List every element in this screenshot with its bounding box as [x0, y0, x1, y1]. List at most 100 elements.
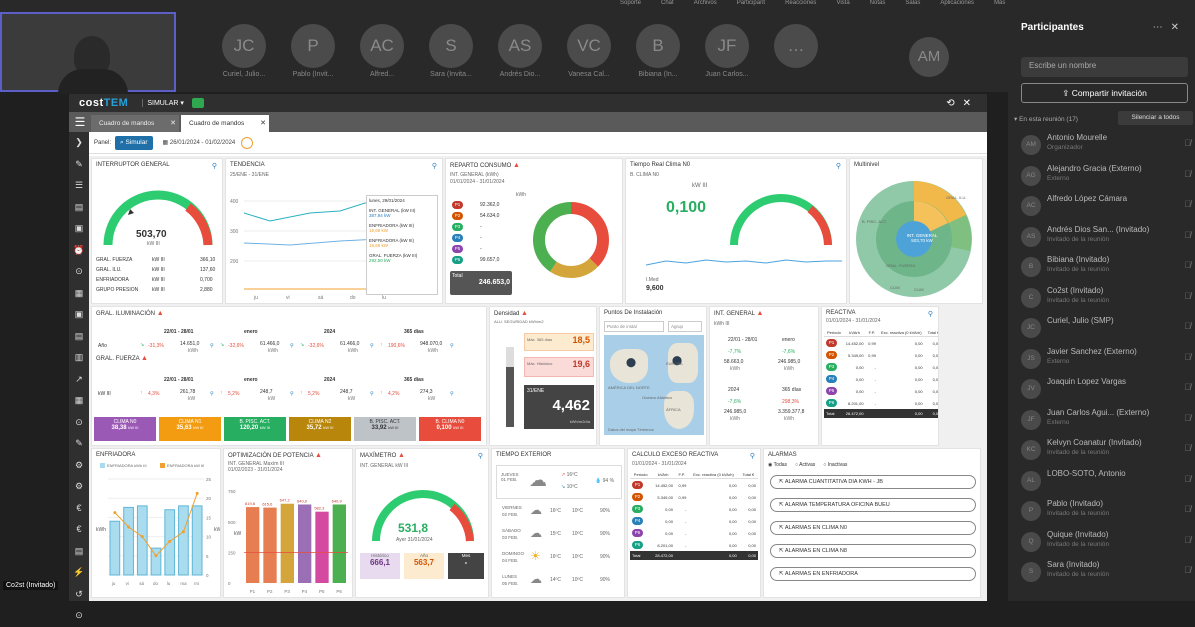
participant-tile[interactable]: AS Andrés Dio...	[481, 24, 559, 78]
search-icon[interactable]: ⚲	[370, 391, 374, 397]
participant-tile[interactable]: VC Vanesa Cal...	[550, 24, 628, 78]
sidebar-nav-icon[interactable]: ▤	[74, 545, 84, 556]
mic-off-icon[interactable]: 🎙̸	[1184, 260, 1191, 270]
map-pin-icon[interactable]: ⬤	[672, 355, 683, 365]
bar[interactable]	[191, 505, 203, 576]
map-pin-icon[interactable]: ⬤	[626, 357, 637, 367]
sidebar-nav-icon[interactable]: ✎	[75, 438, 83, 448]
top-menu-item[interactable]: Chat	[661, 0, 674, 6]
search-icon[interactable]: ⚲	[749, 453, 755, 460]
participant-tile[interactable]: P Pablo (Invit...	[274, 24, 352, 78]
panel-controls[interactable]: ⋯✕	[1152, 22, 1187, 33]
bar[interactable]	[263, 507, 277, 583]
participant-row[interactable]: AC Alfredo López Cámara 🎙̸	[1021, 192, 1191, 222]
alarm-filter-radio[interactable]: ○	[823, 462, 828, 468]
sidebar-nav-icon[interactable]: ▤	[74, 201, 84, 212]
search-icon[interactable]: ⚲	[210, 391, 214, 397]
alarm-item[interactable]: ⇱ ALARMAS EN ENFRIADORA	[770, 567, 976, 581]
sidebar-nav-icon[interactable]: ⊙	[75, 416, 83, 427]
mic-off-icon[interactable]: 🎙̸	[1184, 504, 1191, 514]
alarm-item[interactable]: ⇱ ALARMA CUANTITATIVA DIA KWH - JB	[770, 475, 976, 489]
participant-row[interactable]: JS Javier Sanchez (Externo) Externo 🎙̸	[1021, 345, 1191, 375]
search-icon[interactable]: ⚲	[450, 391, 454, 397]
top-menu-item[interactable]: Participant	[736, 0, 766, 6]
sidebar-nav-icon[interactable]: ▣	[74, 223, 84, 233]
sidebar-nav-icon[interactable]: ▦	[74, 287, 84, 298]
mic-off-icon[interactable]: 🎙̸	[1184, 443, 1191, 453]
mic-off-icon[interactable]: 🎙̸	[1184, 168, 1191, 179]
top-menu-item[interactable]: Soporte	[620, 0, 642, 6]
participant-row[interactable]: S Sara (Invitado) Invitado de la reunión 🎙̸	[1021, 558, 1191, 588]
participant-row[interactable]: AS Andrés Dios San... (Invitado) Invitado …	[1021, 223, 1191, 253]
alarm-item[interactable]: ⇱ ALARMAS EN CLIMA N0	[770, 521, 976, 535]
window-controls[interactable]: ⟲✕	[946, 97, 979, 109]
sidebar-nav-icon[interactable]: ▥	[74, 352, 84, 362]
search-icon[interactable]: ⚲	[477, 453, 483, 460]
participant-tile[interactable]: B Bibiana (In...	[619, 24, 697, 78]
group-select[interactable]: Agrup	[668, 321, 702, 332]
search-icon[interactable]: ⚲	[927, 311, 933, 318]
kpi-box[interactable]: CLIMA N2 35,72 kW III	[289, 417, 351, 441]
in-meeting-section[interactable]: ▾ En esta reunión (17)	[1014, 116, 1078, 123]
top-menu-item[interactable]: Archivos	[693, 0, 717, 6]
mic-off-icon[interactable]: 🎙̸	[1184, 382, 1191, 392]
kpi-box[interactable]: CLIMA N0 38,38 kW III	[94, 417, 156, 441]
enfriadora-chart[interactable]: 25 20 15 10 5 0 ju vi sá do lu ma mi kWh kW	[94, 471, 220, 597]
sidebar-nav-icon[interactable]: ▣	[74, 309, 84, 319]
search-icon[interactable]: ⚲	[431, 163, 437, 170]
line-point[interactable]	[181, 530, 185, 534]
search-icon[interactable]: ⚲	[835, 163, 841, 170]
kpi-box[interactable]: B. PISC. ACT. 33,92 kW III	[354, 417, 416, 441]
participant-tile[interactable]: JC Curiel, Julio...	[205, 24, 283, 78]
close-icon[interactable]: ✕	[260, 120, 266, 127]
trend-chart[interactable]: 400 300 200 ju vi sá do lu	[230, 183, 438, 301]
point-search-input[interactable]: Punto de instal	[604, 321, 664, 332]
participant-row[interactable]: AL LOBO-SOTO, Antonio 🎙̸	[1021, 467, 1191, 497]
alarm-item[interactable]: ⇱ ALARMAS EN CLIMA N8	[770, 544, 976, 558]
participant-search-input[interactable]: Escribe un nombre	[1021, 57, 1188, 77]
sidebar-nav-icon[interactable]: ⊙	[75, 266, 83, 276]
search-icon[interactable]: ⚲	[290, 343, 294, 349]
line-point[interactable]	[113, 511, 117, 515]
mic-off-icon[interactable]: 🎙̸	[1184, 534, 1191, 545]
top-menu-item[interactable]: Vista	[836, 0, 850, 6]
bar[interactable]	[298, 504, 312, 583]
kpi-box[interactable]: B. PISC. ACT. 120,20 kW III	[224, 417, 286, 441]
mic-off-icon[interactable]: 🎙̸	[1184, 199, 1191, 209]
sidebar-nav-icon[interactable]: €	[76, 524, 82, 534]
bar[interactable]	[109, 520, 121, 576]
search-icon[interactable]: ⚲	[211, 163, 217, 170]
mic-off-icon[interactable]: 🎙̸	[1184, 351, 1191, 362]
top-menu-item[interactable]: Más	[994, 0, 1006, 6]
participant-row[interactable]: JF Juan Carlos Agui... (Externo) Externo 🎙̸	[1021, 406, 1191, 436]
participant-tile[interactable]: …	[757, 24, 835, 71]
line-point[interactable]	[195, 491, 199, 495]
mic-off-icon[interactable]: 🎙̸	[1184, 412, 1191, 423]
sidebar-nav-icon[interactable]: ❯	[75, 137, 83, 147]
bar[interactable]	[136, 505, 148, 576]
bar[interactable]	[315, 511, 329, 583]
installation-map[interactable]: ⬤ ⬤ AMÉRICA DEL NORTE EUROPA Océano Atlánt…	[604, 335, 704, 435]
line-point[interactable]	[154, 554, 158, 558]
bar[interactable]	[178, 505, 189, 576]
alarm-item[interactable]: ⇱ ALARMA TEMPERATURA OFICINA BUEU	[770, 498, 976, 512]
alarm-filter-radio[interactable]: ◉	[768, 462, 774, 468]
tab-cuadro-2[interactable]: Cuadro de mandos ✕	[181, 115, 269, 132]
sidebar-nav-icon[interactable]: ▤	[74, 330, 84, 341]
kpi-box[interactable]: CLIMA N1 35,63 kW III	[159, 417, 221, 441]
close-icon[interactable]: ✕	[170, 120, 176, 127]
top-menu-item[interactable]: Aplicaciones	[940, 0, 975, 6]
participant-tile[interactable]: S Sara (Invita...	[412, 24, 490, 78]
donut-chart[interactable]	[522, 191, 620, 289]
share-invite-button[interactable]: ⇪ Compartir invitación	[1021, 83, 1188, 103]
search-icon[interactable]: ⚲	[210, 343, 214, 349]
avatar-am[interactable]: AM	[909, 37, 949, 77]
participant-tile[interactable]: JF Juan Carlos...	[688, 24, 766, 78]
sunburst-chart[interactable]	[854, 171, 980, 301]
line-point[interactable]	[140, 535, 144, 539]
sidebar-nav-icon[interactable]: ↺	[75, 588, 83, 599]
bar[interactable]	[123, 506, 134, 576]
sidebar-nav-icon[interactable]: ✎	[75, 158, 83, 169]
sidebar-nav-icon[interactable]: ⚙	[74, 481, 84, 491]
mute-all-button[interactable]: Silenciar a todos	[1118, 111, 1193, 125]
